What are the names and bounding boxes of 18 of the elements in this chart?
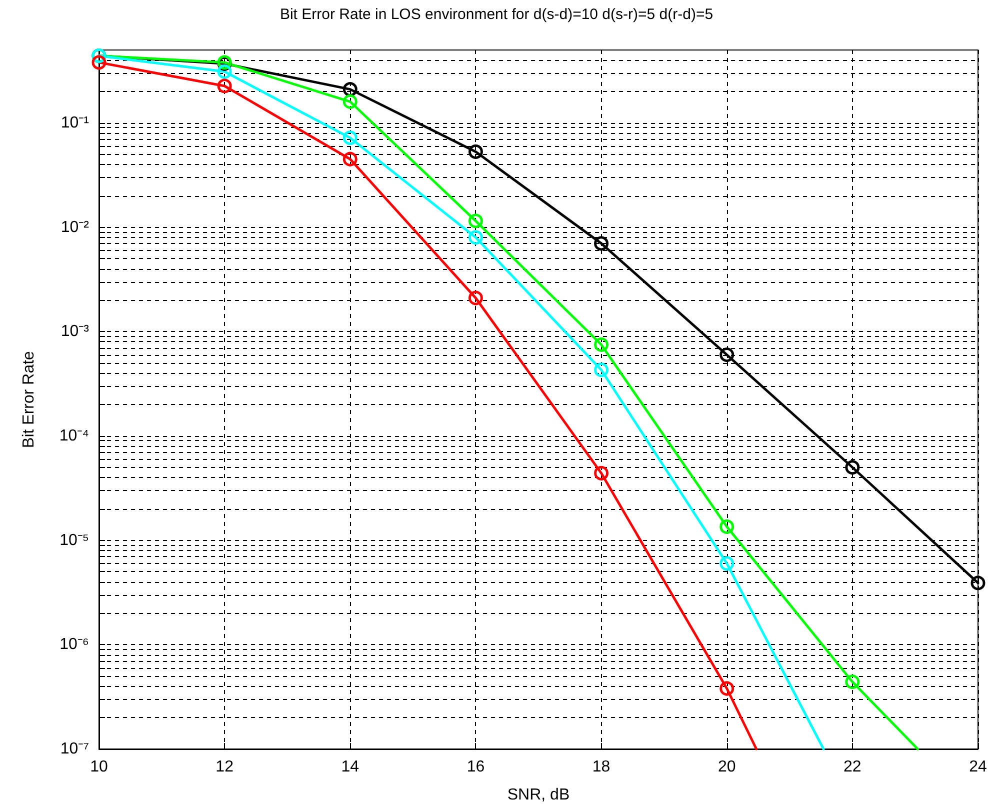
x-tick-label: 20 [718,758,736,776]
x-tick-label: 10 [90,758,108,776]
chart-title: Bit Error Rate in LOS environment for d(s-d)=10 d(s-r)=5 d(r-d)=5 [280,6,714,23]
y-tick-label: 10⁻⁶ [60,636,89,654]
x-tick-label: 14 [341,758,360,776]
y-tick-label: 10⁻⁵ [60,532,89,549]
y-tick-label: 10⁻⁷ [60,740,90,758]
x-tick-label: 12 [216,758,234,776]
x-tick-label: 18 [592,758,610,776]
x-tick-label: 16 [466,758,485,776]
y-tick-label: 10⁻⁴ [59,427,90,444]
y-tick-label: 10⁻³ [60,323,90,340]
x-tick-label: 24 [969,758,987,776]
y-axis-title: Bit Error Rate [20,350,38,448]
y-tick-label: 10⁻² [60,218,90,236]
y-tick-label: 10⁻¹ [60,114,89,132]
x-axis-title: SNR, dB [507,786,570,804]
x-tick-label: 22 [844,758,862,776]
